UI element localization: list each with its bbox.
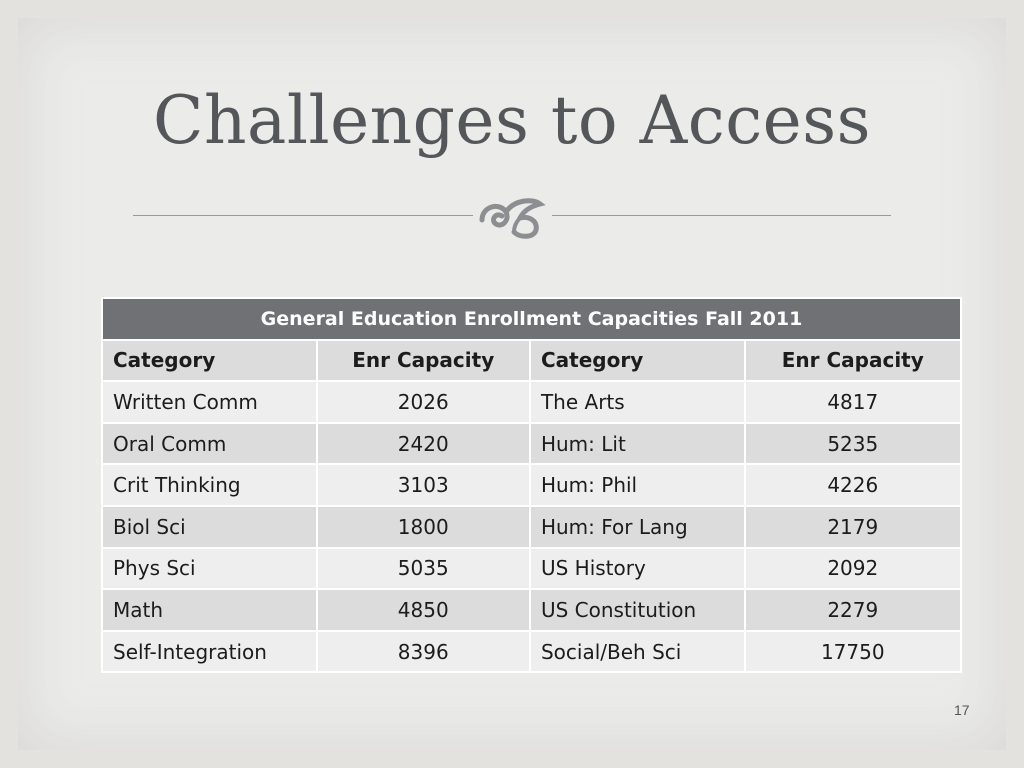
capacity-cell: 2420 bbox=[315, 421, 531, 466]
table-caption: General Education Enrollment Capacities … bbox=[101, 297, 962, 341]
capacity-cell: 2179 bbox=[743, 504, 963, 549]
capacity-cell: 1800 bbox=[315, 504, 531, 549]
divider-right bbox=[552, 215, 891, 216]
category-cell: Written Comm bbox=[101, 380, 318, 424]
table-row: Written Comm 2026 The Arts 4817 bbox=[101, 380, 963, 424]
table-caption-row: General Education Enrollment Capacities … bbox=[101, 297, 962, 341]
table-row: Oral Comm 2420 Hum: Lit 5235 bbox=[101, 421, 963, 466]
capacity-cell: 2092 bbox=[743, 546, 963, 591]
category-cell: Hum: Phil bbox=[528, 463, 746, 507]
capacity-cell: 5035 bbox=[315, 546, 531, 591]
table-row: Phys Sci 5035 US History 2092 bbox=[101, 546, 963, 591]
capacity-cell: 17750 bbox=[743, 629, 963, 674]
capacity-cell: 3103 bbox=[315, 463, 531, 507]
enrollment-table: General Education Enrollment Capacities … bbox=[101, 297, 963, 674]
table-header-row: Category Enr Capacity Category Enr Capac… bbox=[101, 338, 963, 383]
category-cell: Phys Sci bbox=[101, 546, 318, 591]
category-cell: Biol Sci bbox=[101, 504, 318, 549]
column-header: Category bbox=[101, 338, 318, 383]
table-row: Self-Integration 8396 Social/Beh Sci 177… bbox=[101, 629, 963, 674]
divider-left bbox=[133, 215, 473, 216]
capacity-cell: 4226 bbox=[743, 463, 963, 507]
column-header: Category bbox=[528, 338, 746, 383]
category-cell: Crit Thinking bbox=[101, 463, 318, 507]
column-header: Enr Capacity bbox=[743, 338, 963, 383]
table-row: Math 4850 US Constitution 2279 bbox=[101, 588, 963, 632]
category-cell: US History bbox=[528, 546, 746, 591]
category-cell: Math bbox=[101, 588, 318, 632]
category-cell: US Constitution bbox=[528, 588, 746, 632]
page-number: 17 bbox=[954, 702, 970, 718]
capacity-cell: 5235 bbox=[743, 421, 963, 466]
column-header: Enr Capacity bbox=[315, 338, 531, 383]
capacity-cell: 2026 bbox=[315, 380, 531, 424]
capacity-cell: 2279 bbox=[743, 588, 963, 632]
capacity-cell: 8396 bbox=[315, 629, 531, 674]
category-cell: Hum: For Lang bbox=[528, 504, 746, 549]
slide-title: Challenges to Access bbox=[153, 82, 871, 159]
table-row: Biol Sci 1800 Hum: For Lang 2179 bbox=[101, 504, 963, 549]
capacity-cell: 4850 bbox=[315, 588, 531, 632]
category-cell: Oral Comm bbox=[101, 421, 318, 466]
capacity-cell: 4817 bbox=[743, 380, 963, 424]
category-cell: Self-Integration bbox=[101, 629, 318, 674]
category-cell: The Arts bbox=[528, 380, 746, 424]
table-row: Crit Thinking 3103 Hum: Phil 4226 bbox=[101, 463, 963, 507]
category-cell: Social/Beh Sci bbox=[528, 629, 746, 674]
flourish-ornament-icon bbox=[479, 198, 546, 239]
category-cell: Hum: Lit bbox=[528, 421, 746, 466]
